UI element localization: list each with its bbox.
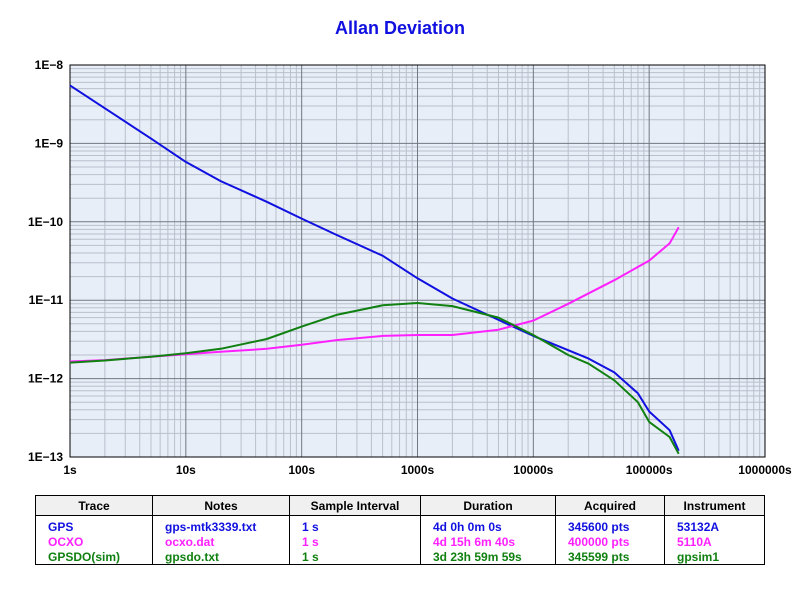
trace-info-table: Trace Notes Sample Interval Duration Acq… xyxy=(35,495,765,565)
header-trace: Trace xyxy=(35,495,153,516)
table-row: GPSDO(sim) gpsdo.txt 1 s 3d 23h 59m 59s … xyxy=(36,549,765,565)
header-acquired: Acquired xyxy=(555,495,665,516)
x-tick-label: 1000000s xyxy=(738,463,792,477)
x-tick-label: 1s xyxy=(63,463,77,477)
y-tick-label: 1E−12 xyxy=(28,372,63,386)
y-tick-label: 1E−10 xyxy=(28,215,63,229)
plot-border xyxy=(69,64,766,458)
series-line-gps xyxy=(69,84,680,452)
table-cell: ocxo.dat xyxy=(152,534,290,549)
table-cell: 1 s xyxy=(289,549,421,565)
table-cell: 4d 15h 6m 40s xyxy=(420,534,556,549)
table-cell: 4d 0h 0m 0s xyxy=(420,515,556,534)
x-tick-label: 100s xyxy=(288,463,315,477)
table-header-row: Trace Notes Sample Interval Duration Acq… xyxy=(35,495,765,516)
table-row: GPS gps-mtk3339.txt 1 s 4d 0h 0m 0s 3456… xyxy=(36,515,765,534)
series-line-gpsdo-sim xyxy=(69,302,680,455)
header-notes: Notes xyxy=(152,495,290,516)
y-tick-label: 1E−8 xyxy=(35,58,64,72)
table-cell: 53132A xyxy=(664,515,765,534)
chart-title: Allan Deviation xyxy=(334,18,466,38)
header-sample-interval: Sample Interval xyxy=(289,495,421,516)
table-cell: 3d 23h 59m 59s xyxy=(420,549,556,565)
table-cell: gps-mtk3339.txt xyxy=(152,515,290,534)
table-cell: 400000 pts xyxy=(555,534,665,549)
header-duration: Duration xyxy=(420,495,556,516)
table-cell: OCXO xyxy=(48,534,84,549)
table-row: OCXO ocxo.dat 1 s 4d 15h 6m 40s 400000 p… xyxy=(36,534,765,549)
y-tick-label: 1E−13 xyxy=(28,450,63,464)
table-cell: GPSDO(sim) xyxy=(48,549,121,564)
table-cell: 5110A xyxy=(664,534,765,549)
y-tick-label: 1E−9 xyxy=(35,136,64,150)
allan-deviation-chart: 1s 10s 100s 1000s 10000s 100000s 1000000s 1E−13… xyxy=(28,58,792,477)
table-cell: 1 s xyxy=(289,534,421,549)
table-cell: GPS xyxy=(48,519,74,534)
table-cell: 345600 pts xyxy=(555,515,665,534)
x-tick-label: 100000s xyxy=(626,463,673,477)
table-cell: gpsdo.txt xyxy=(152,549,290,565)
x-tick-label: 10s xyxy=(176,463,196,477)
x-tick-label: 1000s xyxy=(401,463,435,477)
table-cell: 345599 pts xyxy=(555,549,665,565)
header-instrument: Instrument xyxy=(664,495,765,516)
table-cell: 1 s xyxy=(289,515,421,534)
table-cell: gpsim1 xyxy=(664,549,765,565)
y-tick-label: 1E−11 xyxy=(29,293,64,307)
x-tick-label: 10000s xyxy=(513,463,553,477)
